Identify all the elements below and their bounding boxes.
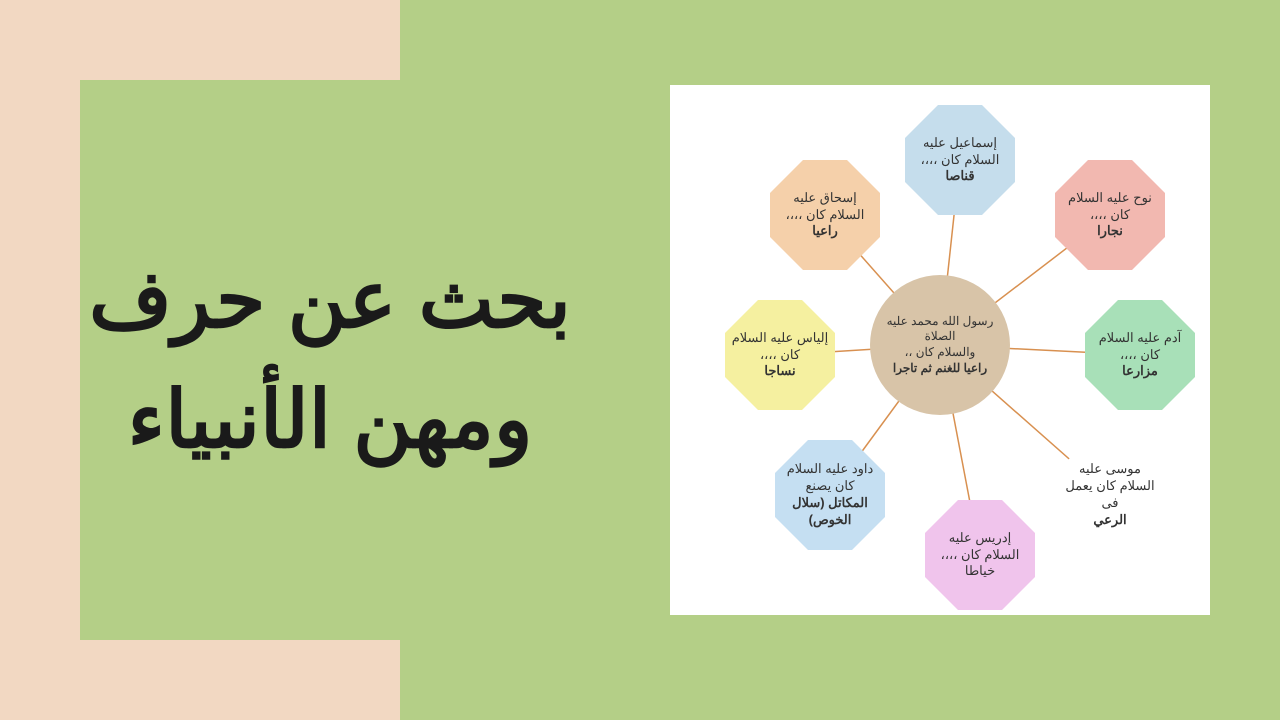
mind-map-diagram: رسول الله محمد عليه الصلاة والسلام كان ،… bbox=[670, 85, 1210, 615]
prophet-node-7: إسحاق عليه السلام كان ،،،،راعيا bbox=[770, 160, 880, 270]
center-text2: والسلام كان ،، bbox=[905, 345, 976, 361]
prophet-node-2: آدم عليه السلام كان ،،،،مزارعا bbox=[1085, 300, 1195, 410]
node-bold: راعيا bbox=[812, 223, 838, 240]
prophet-node-5: داود عليه السلام كان يصنعالمكاتل (سلال ا… bbox=[775, 440, 885, 550]
node-bold: قناصا bbox=[945, 168, 974, 185]
diagram-container: رسول الله محمد عليه الصلاة والسلام كان ،… bbox=[670, 85, 1210, 615]
prophet-node-4: إدريس عليه السلام كان ،،،، خياطا bbox=[925, 500, 1035, 610]
node-text: إلياس عليه السلام كان ،،،، bbox=[731, 330, 829, 364]
center-node: رسول الله محمد عليه الصلاة والسلام كان ،… bbox=[870, 275, 1010, 415]
title-box: بحث عن حرف ومهن الأنبياء bbox=[80, 80, 580, 640]
node-bold: مزارعا bbox=[1122, 363, 1158, 380]
node-text: آدم عليه السلام كان ،،،، bbox=[1091, 330, 1189, 364]
main-title: بحث عن حرف ومهن الأنبياء bbox=[80, 240, 580, 480]
prophet-node-1: نوح عليه السلام كان ،،،،نجارا bbox=[1055, 160, 1165, 270]
node-bold: الرعي bbox=[1093, 512, 1126, 529]
prophet-node-0: إسماعيل عليه السلام كان ،،،،قناصا bbox=[905, 105, 1015, 215]
node-text: إسماعيل عليه السلام كان ،،،، bbox=[911, 135, 1009, 169]
prophet-node-3: موسى عليه السلام كان يعمل فىالرعي bbox=[1055, 440, 1165, 550]
prophet-node-6: إلياس عليه السلام كان ،،،،نساجا bbox=[725, 300, 835, 410]
node-text: داود عليه السلام كان يصنع bbox=[781, 461, 879, 495]
node-text: نوح عليه السلام كان ،،،، bbox=[1061, 190, 1159, 224]
node-bold: المكاتل (سلال الخوص) bbox=[781, 495, 879, 529]
node-text: إدريس عليه السلام كان ،،،، خياطا bbox=[931, 530, 1029, 581]
center-text: رسول الله محمد عليه الصلاة bbox=[876, 314, 1004, 345]
node-text: إسحاق عليه السلام كان ،،،، bbox=[776, 190, 874, 224]
node-text: موسى عليه السلام كان يعمل فى bbox=[1061, 461, 1159, 512]
node-bold: نجارا bbox=[1097, 223, 1123, 240]
node-bold: نساجا bbox=[764, 363, 795, 380]
center-bold: راعيا للغنم ثم تاجرا bbox=[893, 361, 987, 377]
